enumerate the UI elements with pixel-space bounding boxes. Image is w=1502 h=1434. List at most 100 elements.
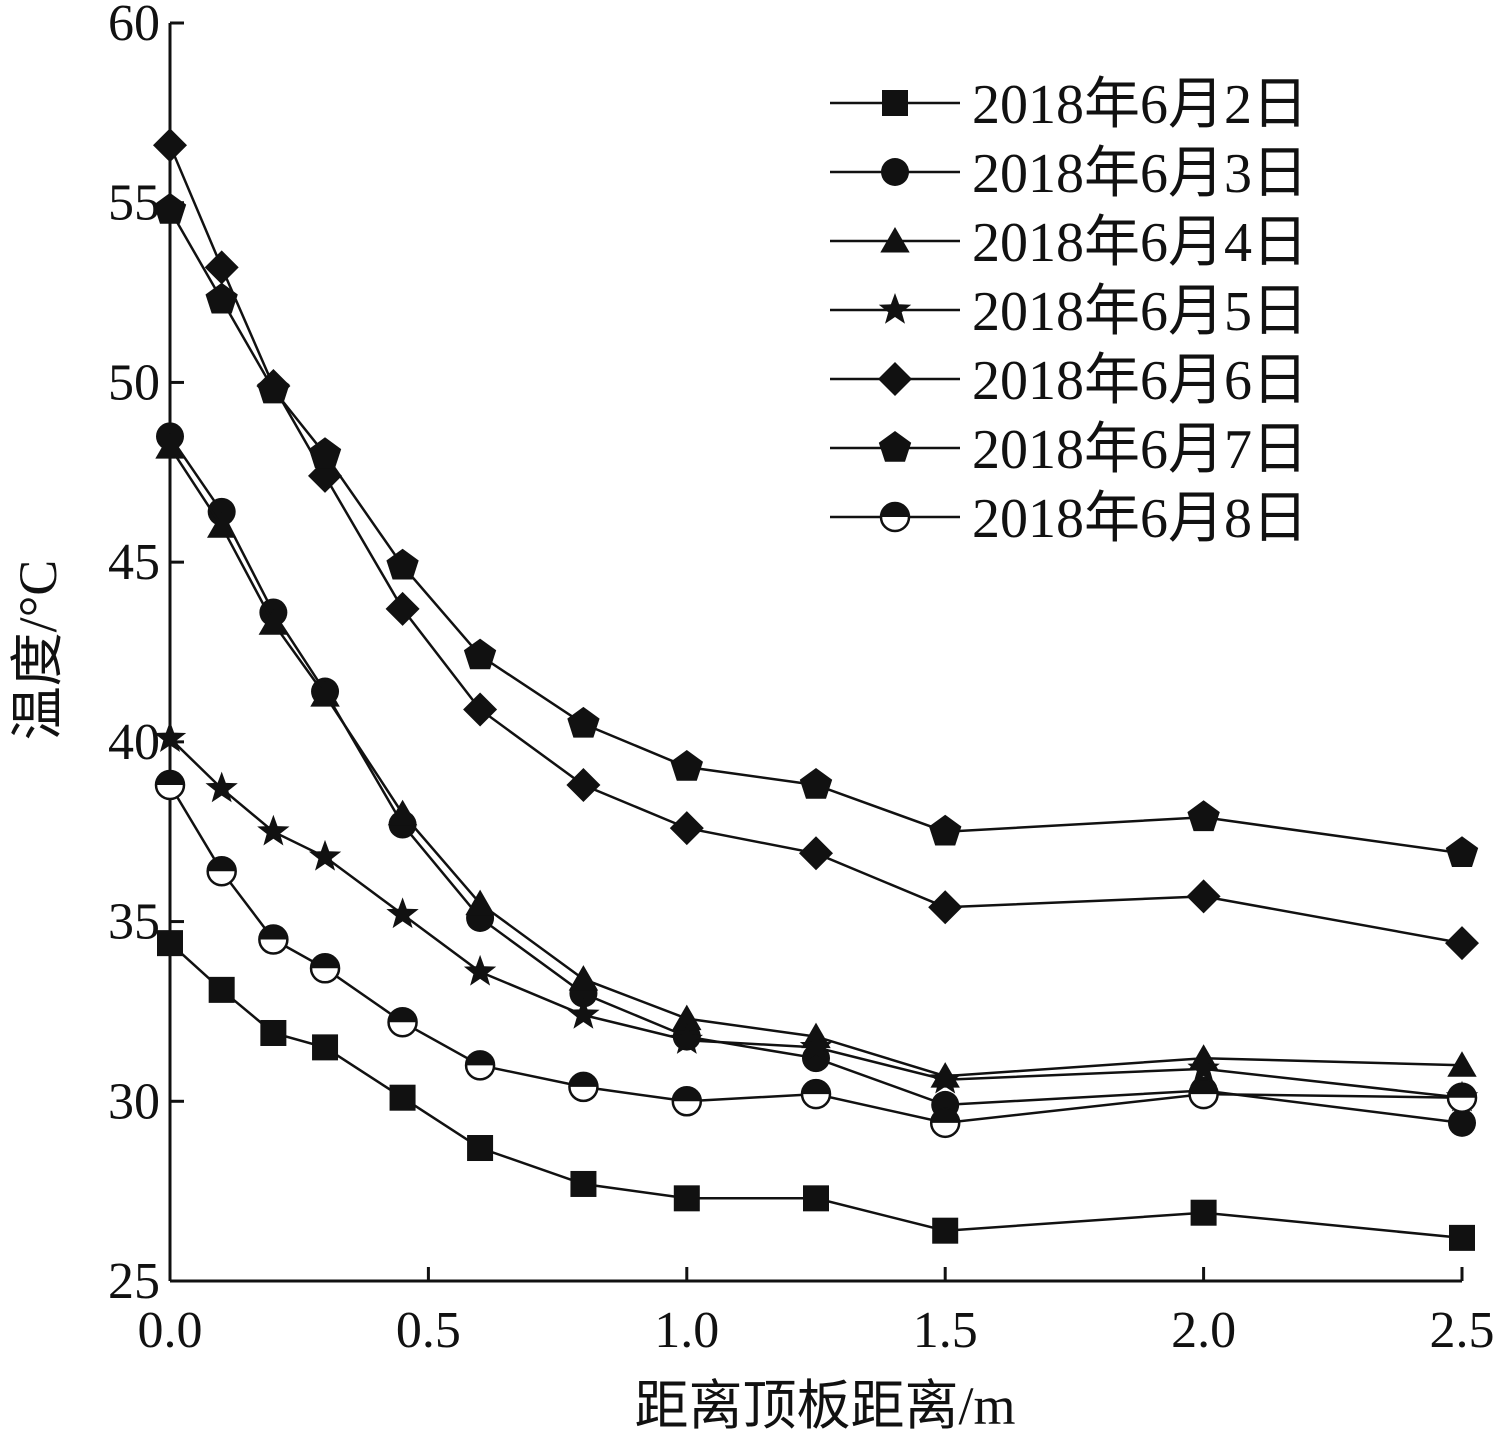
data-point [567, 706, 600, 738]
x-tick-label: 1.5 [913, 1302, 978, 1359]
data-point [1447, 1051, 1477, 1077]
data-point [1187, 1051, 1220, 1083]
series-line [168, 446, 1463, 1078]
legend-label: 2018年6月4日 [972, 212, 1308, 274]
data-point [929, 814, 962, 846]
data-point [568, 965, 599, 991]
data-point [385, 591, 420, 626]
legend-label: 2018年6月6日 [972, 350, 1308, 412]
y-tick-label: 25 [108, 1253, 160, 1310]
data-point [1190, 1199, 1217, 1226]
y-tick-label: 35 [108, 894, 160, 951]
series-line [168, 209, 1463, 855]
data-point [803, 1185, 829, 1212]
legend-label: 2018年6月5日 [972, 281, 1308, 343]
data-point [670, 750, 703, 781]
legend-label: 2018年6月7日 [972, 419, 1308, 481]
data-point [154, 769, 186, 801]
data-point [929, 1062, 962, 1094]
data-point [463, 954, 497, 986]
legend-item: 2018年6月2日 [830, 74, 1308, 136]
legend-item: 2018年6月7日 [830, 419, 1308, 481]
data-point [463, 692, 498, 727]
x-tick-label: 2.5 [1430, 1302, 1495, 1359]
data-point [308, 839, 342, 871]
data-point [257, 372, 290, 404]
y-tick-label: 50 [108, 354, 160, 411]
data-point [669, 811, 704, 846]
x-tick-label: 0.5 [396, 1302, 461, 1359]
data-point [208, 976, 235, 1003]
data-point [153, 128, 187, 163]
legend-marker [878, 293, 912, 324]
data-point [207, 497, 236, 526]
data-point [1448, 1108, 1476, 1137]
data-point [1445, 836, 1479, 867]
x-axis-title: 距离顶板距离/m [634, 1376, 1015, 1434]
data-point [673, 1185, 700, 1212]
data-point [204, 250, 239, 285]
data-point [467, 1135, 494, 1162]
legend-marker [882, 90, 908, 116]
series-layer [153, 128, 1479, 1251]
data-point [386, 897, 419, 929]
data-point [568, 1071, 599, 1103]
data-point [207, 512, 237, 538]
legend: 2018年6月2日 2018年6月3日 2018年6月4日 2018年6月5日 2018… [830, 74, 1308, 550]
data-point [463, 638, 497, 670]
x-tick-label: 1.0 [654, 1302, 719, 1359]
data-point [800, 1078, 832, 1110]
y-tick-label: 45 [108, 534, 160, 591]
data-point [153, 192, 187, 224]
data-point [257, 814, 290, 846]
data-point [309, 953, 341, 984]
legend-item: 2018年6月8日 [830, 488, 1308, 550]
y-axis-title: 温度/°C [8, 560, 68, 741]
legend-item: 2018年6月6日 [830, 350, 1308, 412]
data-point [386, 548, 419, 580]
data-point [157, 930, 183, 957]
data-point [465, 889, 495, 916]
legend-marker [878, 431, 912, 462]
data-point [387, 799, 418, 826]
legend-label: 2018年6月3日 [972, 143, 1308, 205]
data-point [799, 768, 833, 799]
data-point [1188, 1078, 1219, 1110]
series-6 [153, 192, 1479, 867]
data-point [1449, 1224, 1475, 1251]
data-point [799, 1030, 833, 1062]
data-point [1187, 800, 1220, 832]
legend-item: 2018年6月4日 [830, 212, 1308, 274]
x-tick-label: 0.0 [138, 1302, 203, 1359]
data-point [389, 1084, 416, 1111]
legend-marker [880, 227, 910, 253]
series-1 [157, 930, 1475, 1251]
data-point [1186, 879, 1221, 914]
legend-marker [881, 158, 909, 186]
data-point [799, 836, 833, 871]
data-point [1445, 926, 1479, 961]
data-point [567, 998, 600, 1029]
x-tick-label: 2.0 [1171, 1302, 1236, 1359]
y-tick-label: 30 [108, 1073, 160, 1130]
data-point [205, 282, 238, 314]
data-point [258, 924, 289, 955]
axes: 25 30 35 40 45 50 55 60 0.0 0.5 1.0 1.5 2.0 2.5 [108, 0, 1495, 1359]
y-tick-label: 40 [108, 714, 160, 771]
data-point [205, 771, 238, 803]
data-point [570, 1170, 597, 1197]
series-line [168, 144, 1463, 945]
data-point [155, 433, 185, 459]
data-point [929, 1107, 961, 1139]
data-point [206, 856, 237, 887]
y-tick-label: 60 [108, 0, 160, 52]
legend-label: 2018年6月8日 [972, 488, 1308, 550]
data-point [672, 1004, 702, 1031]
data-point [387, 1006, 418, 1038]
series-7 [154, 769, 1478, 1139]
data-point [308, 437, 342, 469]
data-point [1446, 1082, 1478, 1113]
data-point [670, 1023, 703, 1054]
data-point [312, 1034, 339, 1061]
